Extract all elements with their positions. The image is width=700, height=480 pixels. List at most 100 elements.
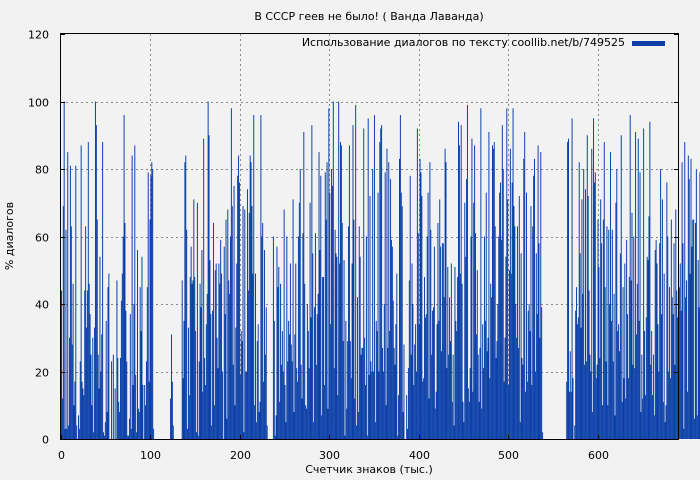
bar bbox=[688, 179, 690, 440]
bar bbox=[94, 327, 96, 440]
bar bbox=[284, 385, 286, 439]
bar bbox=[139, 287, 141, 440]
bar bbox=[346, 408, 348, 440]
bar bbox=[232, 364, 234, 439]
bar bbox=[385, 405, 387, 439]
bar bbox=[107, 287, 109, 440]
bar bbox=[295, 263, 297, 439]
bar bbox=[463, 422, 465, 440]
bar bbox=[248, 212, 250, 440]
bar bbox=[117, 358, 119, 439]
bar bbox=[326, 162, 328, 439]
bar bbox=[652, 354, 654, 440]
bar bbox=[428, 398, 430, 439]
bar bbox=[439, 199, 441, 440]
bar bbox=[444, 148, 446, 439]
bar bbox=[534, 371, 536, 439]
bar bbox=[376, 331, 378, 439]
bar bbox=[238, 182, 240, 439]
bar bbox=[596, 364, 598, 439]
bar bbox=[475, 334, 477, 440]
bar bbox=[90, 354, 92, 440]
bar bbox=[684, 142, 686, 439]
bar bbox=[672, 314, 674, 440]
bar bbox=[633, 236, 635, 439]
bar bbox=[192, 280, 194, 440]
bar bbox=[461, 283, 463, 439]
bar bbox=[170, 398, 172, 439]
bar bbox=[104, 422, 106, 440]
bar bbox=[689, 273, 691, 440]
bar bbox=[330, 324, 332, 439]
bar bbox=[690, 158, 692, 440]
bar bbox=[289, 263, 291, 439]
bar bbox=[601, 243, 603, 439]
bar bbox=[341, 223, 343, 439]
bar bbox=[62, 206, 64, 439]
x-tick-label: 400 bbox=[409, 449, 430, 462]
bar bbox=[266, 425, 268, 439]
bar bbox=[525, 192, 527, 439]
bar bbox=[416, 128, 418, 439]
bar bbox=[66, 428, 68, 440]
legend-swatch bbox=[632, 41, 665, 46]
bar bbox=[580, 327, 582, 440]
bar bbox=[695, 169, 697, 439]
bar bbox=[120, 358, 121, 439]
bar bbox=[273, 320, 275, 440]
bar bbox=[641, 354, 643, 440]
bar bbox=[680, 310, 682, 439]
bar bbox=[246, 371, 248, 439]
bar bbox=[359, 256, 361, 439]
bar bbox=[381, 125, 383, 440]
bar bbox=[366, 435, 368, 440]
bar bbox=[348, 145, 350, 440]
bar bbox=[195, 331, 197, 439]
bar bbox=[458, 145, 460, 440]
bar bbox=[401, 206, 403, 439]
bar bbox=[456, 331, 458, 439]
bar bbox=[145, 361, 147, 440]
bar bbox=[221, 273, 223, 440]
bar bbox=[644, 395, 646, 440]
bar bbox=[452, 354, 454, 440]
x-tick-label: 500 bbox=[498, 449, 519, 462]
bar-series bbox=[61, 101, 700, 440]
bar bbox=[357, 412, 359, 439]
bar bbox=[521, 358, 523, 439]
bar bbox=[328, 108, 330, 439]
bar bbox=[500, 182, 502, 439]
bar bbox=[538, 243, 540, 439]
bar bbox=[250, 162, 252, 439]
bar bbox=[618, 351, 620, 439]
bar bbox=[372, 169, 374, 439]
bar bbox=[321, 415, 323, 440]
bar bbox=[492, 145, 493, 440]
bar bbox=[509, 270, 510, 439]
bar bbox=[611, 229, 613, 439]
bar bbox=[697, 260, 699, 440]
bar bbox=[458, 121, 459, 439]
bar bbox=[584, 364, 586, 439]
bar bbox=[292, 199, 294, 440]
bar bbox=[487, 337, 489, 439]
x-tick-label: 600 bbox=[588, 449, 609, 462]
x-tick-label: 300 bbox=[319, 449, 340, 462]
bar bbox=[209, 260, 211, 440]
bar bbox=[600, 199, 602, 440]
bar bbox=[260, 115, 262, 439]
bar bbox=[662, 401, 664, 440]
bar bbox=[97, 354, 99, 440]
bar bbox=[616, 169, 618, 439]
bar bbox=[138, 412, 140, 439]
bar bbox=[623, 378, 625, 439]
bar bbox=[426, 236, 428, 439]
bar bbox=[93, 432, 95, 439]
bar bbox=[499, 192, 501, 439]
bar bbox=[514, 226, 516, 440]
bar bbox=[108, 273, 110, 440]
bar bbox=[588, 290, 590, 439]
bar bbox=[593, 118, 595, 440]
bar bbox=[235, 327, 237, 440]
bar bbox=[351, 263, 353, 439]
